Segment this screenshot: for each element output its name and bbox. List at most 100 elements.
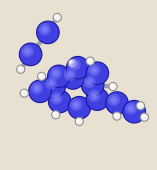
Circle shape <box>111 84 113 87</box>
Circle shape <box>142 115 145 117</box>
Circle shape <box>71 61 78 69</box>
Circle shape <box>45 77 57 90</box>
Circle shape <box>39 74 42 77</box>
Circle shape <box>90 92 98 100</box>
Circle shape <box>77 120 79 121</box>
Circle shape <box>140 113 149 121</box>
Circle shape <box>143 115 144 117</box>
Circle shape <box>19 67 20 69</box>
Circle shape <box>38 72 46 80</box>
Circle shape <box>21 45 34 57</box>
Circle shape <box>52 112 57 116</box>
Circle shape <box>110 96 118 104</box>
Circle shape <box>114 113 118 117</box>
Circle shape <box>21 90 25 94</box>
Circle shape <box>129 106 133 110</box>
Circle shape <box>20 89 28 97</box>
Circle shape <box>88 58 91 61</box>
Circle shape <box>22 91 24 93</box>
Circle shape <box>37 21 59 44</box>
Circle shape <box>88 59 90 61</box>
Circle shape <box>88 64 100 76</box>
Circle shape <box>17 66 22 70</box>
Circle shape <box>108 94 120 106</box>
Circle shape <box>70 98 82 111</box>
Circle shape <box>70 62 72 63</box>
Circle shape <box>87 80 92 84</box>
Circle shape <box>38 73 43 78</box>
Circle shape <box>47 79 55 87</box>
Circle shape <box>62 67 84 89</box>
Circle shape <box>29 80 51 103</box>
Circle shape <box>49 81 53 86</box>
Circle shape <box>83 76 96 88</box>
Circle shape <box>86 88 109 110</box>
Circle shape <box>55 15 58 18</box>
Circle shape <box>31 82 43 94</box>
Circle shape <box>40 74 41 76</box>
Circle shape <box>53 94 60 102</box>
Circle shape <box>125 102 137 115</box>
Circle shape <box>54 96 59 100</box>
Circle shape <box>43 75 65 98</box>
Circle shape <box>53 112 56 115</box>
Circle shape <box>106 92 128 114</box>
Circle shape <box>138 103 141 106</box>
Circle shape <box>69 60 73 64</box>
Circle shape <box>77 119 80 122</box>
Circle shape <box>90 66 98 74</box>
Circle shape <box>54 14 58 19</box>
Circle shape <box>52 111 60 119</box>
Circle shape <box>49 67 62 79</box>
Circle shape <box>70 61 73 64</box>
Circle shape <box>52 69 60 77</box>
Circle shape <box>18 67 21 70</box>
Circle shape <box>19 43 42 66</box>
Circle shape <box>73 63 77 67</box>
Circle shape <box>25 49 30 53</box>
Circle shape <box>54 113 55 114</box>
Circle shape <box>50 92 63 105</box>
Circle shape <box>68 58 81 71</box>
Circle shape <box>92 94 96 98</box>
Circle shape <box>35 86 39 90</box>
Circle shape <box>38 23 51 36</box>
Circle shape <box>76 118 80 123</box>
Circle shape <box>68 96 91 119</box>
Circle shape <box>113 112 121 120</box>
Circle shape <box>68 59 76 67</box>
Circle shape <box>66 56 89 79</box>
Circle shape <box>33 84 41 92</box>
Circle shape <box>22 91 25 94</box>
Circle shape <box>74 103 78 107</box>
Circle shape <box>68 73 72 77</box>
Circle shape <box>127 105 135 113</box>
Circle shape <box>48 65 70 88</box>
Circle shape <box>136 102 145 110</box>
Circle shape <box>54 71 58 75</box>
Circle shape <box>55 16 57 17</box>
Circle shape <box>111 85 113 86</box>
Circle shape <box>115 114 116 116</box>
Circle shape <box>41 25 49 33</box>
Circle shape <box>17 65 25 73</box>
Circle shape <box>75 117 83 125</box>
Circle shape <box>123 100 146 123</box>
Circle shape <box>109 82 117 91</box>
Circle shape <box>88 90 100 102</box>
Circle shape <box>86 78 93 86</box>
Circle shape <box>112 98 116 102</box>
Circle shape <box>141 114 146 118</box>
Circle shape <box>137 102 142 107</box>
Circle shape <box>110 83 114 88</box>
Circle shape <box>86 62 109 84</box>
Circle shape <box>48 90 71 113</box>
Circle shape <box>43 27 47 31</box>
Circle shape <box>86 57 94 65</box>
Circle shape <box>53 13 61 22</box>
Circle shape <box>114 114 117 116</box>
Circle shape <box>72 101 80 109</box>
Circle shape <box>87 58 91 62</box>
Circle shape <box>81 74 104 96</box>
Circle shape <box>92 68 96 72</box>
